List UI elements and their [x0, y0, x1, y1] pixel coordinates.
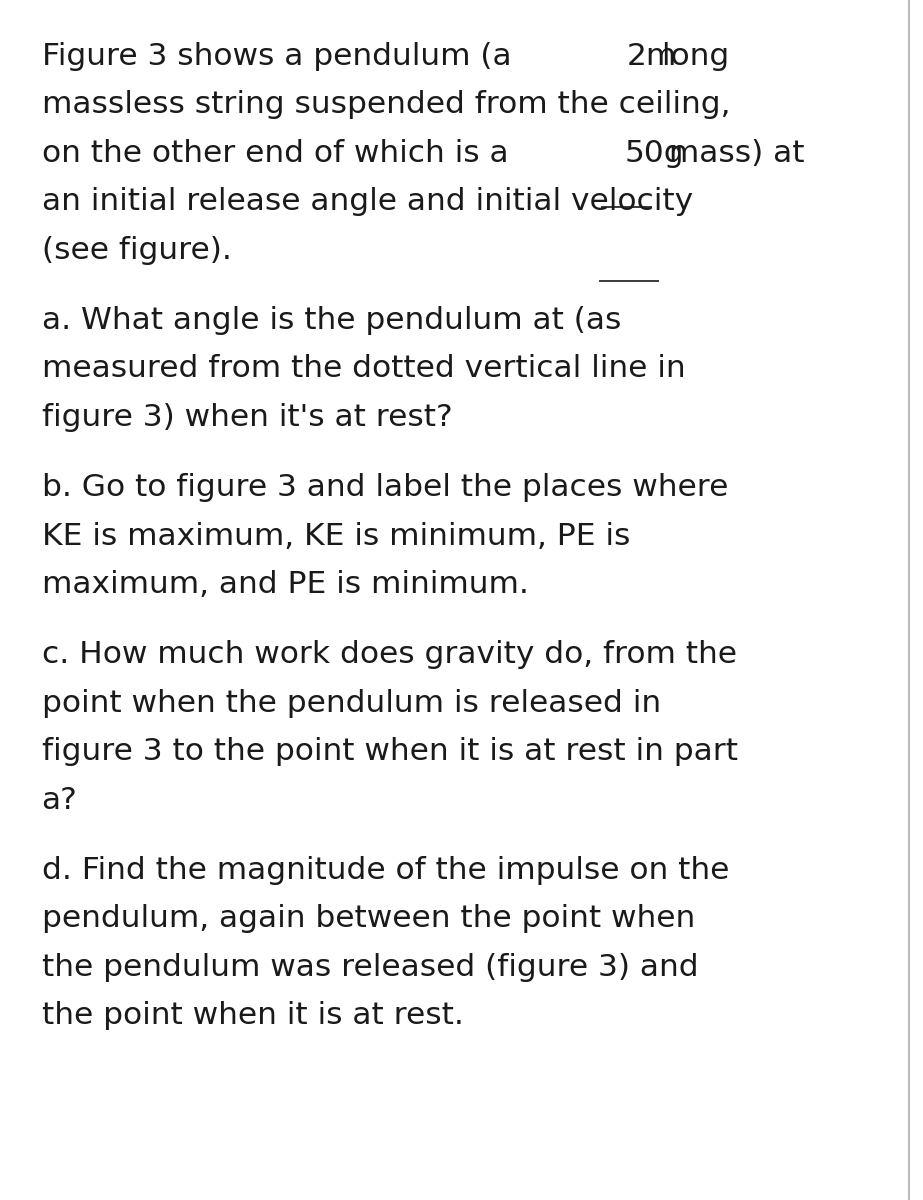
Text: an initial release angle and initial velocity: an initial release angle and initial vel… — [42, 187, 692, 216]
Text: c. How much work does gravity do, from the: c. How much work does gravity do, from t… — [42, 641, 737, 670]
Text: KE is maximum, KE is minimum, PE is: KE is maximum, KE is minimum, PE is — [42, 522, 629, 551]
Text: figure 3) when it's at rest?: figure 3) when it's at rest? — [42, 403, 452, 432]
Text: massless string suspended from the ceiling,: massless string suspended from the ceili… — [42, 90, 730, 120]
Text: pendulum, again between the point when: pendulum, again between the point when — [42, 904, 695, 934]
Text: long: long — [652, 42, 729, 71]
Text: (see figure).: (see figure). — [42, 235, 232, 265]
Text: Figure 3 shows a pendulum (a: Figure 3 shows a pendulum (a — [42, 42, 521, 71]
Text: on the other end of which is a: on the other end of which is a — [42, 139, 518, 168]
Text: point when the pendulum is released in: point when the pendulum is released in — [42, 689, 661, 718]
Text: 50g: 50g — [624, 139, 684, 168]
Text: d. Find the magnitude of the impulse on the: d. Find the magnitude of the impulse on … — [42, 856, 729, 884]
Text: the point when it is at rest.: the point when it is at rest. — [42, 1001, 463, 1030]
Text: b. Go to figure 3 and label the places where: b. Go to figure 3 and label the places w… — [42, 473, 728, 502]
Text: a. What angle is the pendulum at (as: a. What angle is the pendulum at (as — [42, 306, 621, 335]
Text: measured from the dotted vertical line in: measured from the dotted vertical line i… — [42, 354, 685, 384]
Text: mass) at: mass) at — [659, 139, 804, 168]
Text: figure 3 to the point when it is at rest in part: figure 3 to the point when it is at rest… — [42, 737, 737, 766]
Text: the pendulum was released (figure 3) and: the pendulum was released (figure 3) and — [42, 953, 698, 982]
Text: maximum, and PE is minimum.: maximum, and PE is minimum. — [42, 570, 528, 599]
Text: a?: a? — [42, 786, 78, 815]
Text: 2m: 2m — [627, 42, 677, 71]
